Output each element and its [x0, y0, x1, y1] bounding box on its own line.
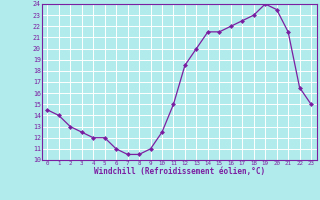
- X-axis label: Windchill (Refroidissement éolien,°C): Windchill (Refroidissement éolien,°C): [94, 167, 265, 176]
